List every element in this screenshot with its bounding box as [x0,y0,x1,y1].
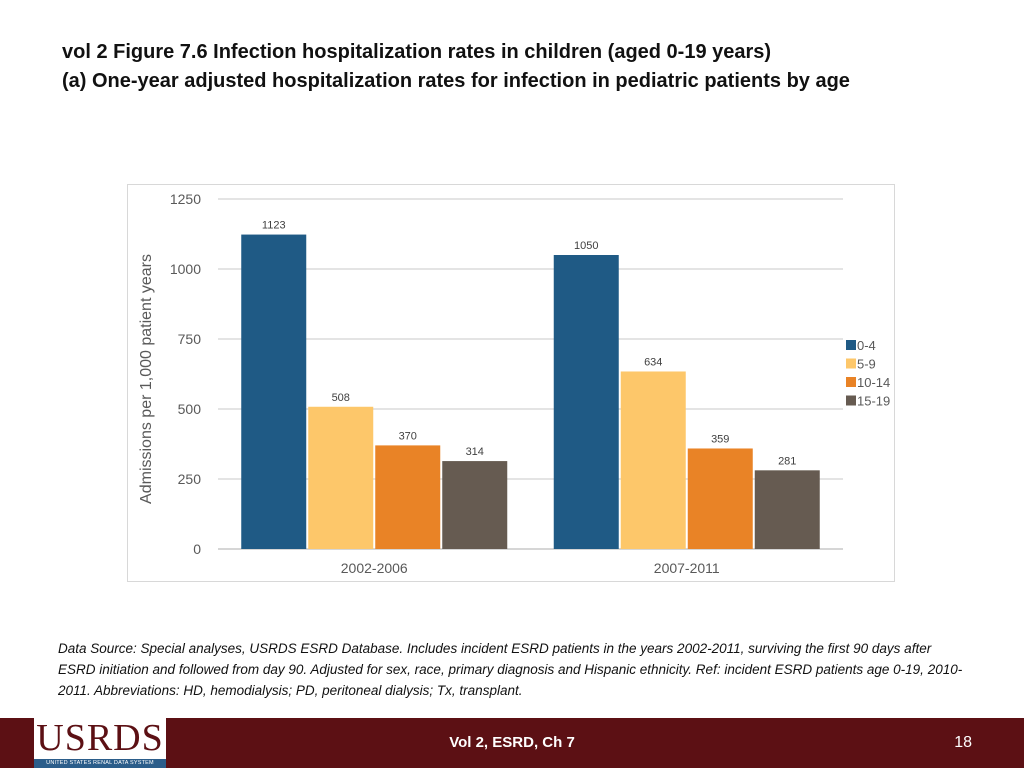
data-source-note: Data Source: Special analyses, USRDS ESR… [58,641,963,698]
bar [687,448,753,549]
data-label: 359 [711,433,729,445]
logo-text: USRDS [36,717,164,759]
y-tick-label: 500 [178,401,202,417]
y-axis-label: Admissions per 1,000 patient years [138,254,155,504]
usrds-logo: USRDS UNITED STATES RENAL DATA SYSTEM [34,713,166,768]
bar [620,371,686,549]
y-tick-label: 0 [193,541,201,557]
footer-bar [0,718,1024,768]
bar [754,470,820,549]
bar [308,406,374,549]
bar-chart: 0 250 500 750 1000 1250 Admissions per 1,000 p… [127,184,895,582]
legend-swatch [846,340,856,350]
x-tick-label: 2002-2006 [341,560,408,576]
bar [442,461,508,549]
bar [375,445,441,549]
legend-label: 10-14 [857,375,890,390]
bar [241,234,307,549]
legend-label: 0-4 [857,338,876,353]
data-label: 508 [332,392,350,404]
footer-label: Vol 2, ESRD, Ch 7 [449,734,575,751]
page-number: 18 [954,734,972,751]
legend-swatch [846,358,856,369]
legend-label: 15-19 [857,394,890,409]
logo-subtext: UNITED STATES RENAL DATA SYSTEM [34,759,166,768]
data-label: 634 [644,356,662,368]
slide-title-line2: (a) One-year adjusted hospitalization ra… [62,70,850,92]
y-tick-label: 1250 [170,191,201,207]
legend-swatch [846,377,856,387]
data-label: 370 [399,430,417,442]
legend-label: 5-9 [857,357,876,372]
data-label: 314 [466,446,484,458]
data-label: 281 [778,455,796,467]
data-label: 1123 [262,220,286,232]
data-label: 1050 [574,240,598,252]
x-tick-label: 2007-2011 [654,560,720,576]
y-tick-label: 750 [178,331,202,347]
slide-title: vol 2 Figure 7.6 Infection hospitalizati… [62,38,982,96]
y-tick-label: 250 [178,471,202,487]
bar-chart-canvas: 0 250 500 750 1000 1250 Admissions per 1,000 p… [138,191,890,576]
legend-swatch [846,395,856,406]
slide-title-line1: vol 2 Figure 7.6 Infection hospitalizati… [62,41,772,63]
bar [553,255,619,549]
y-tick-label: 1000 [170,261,201,277]
